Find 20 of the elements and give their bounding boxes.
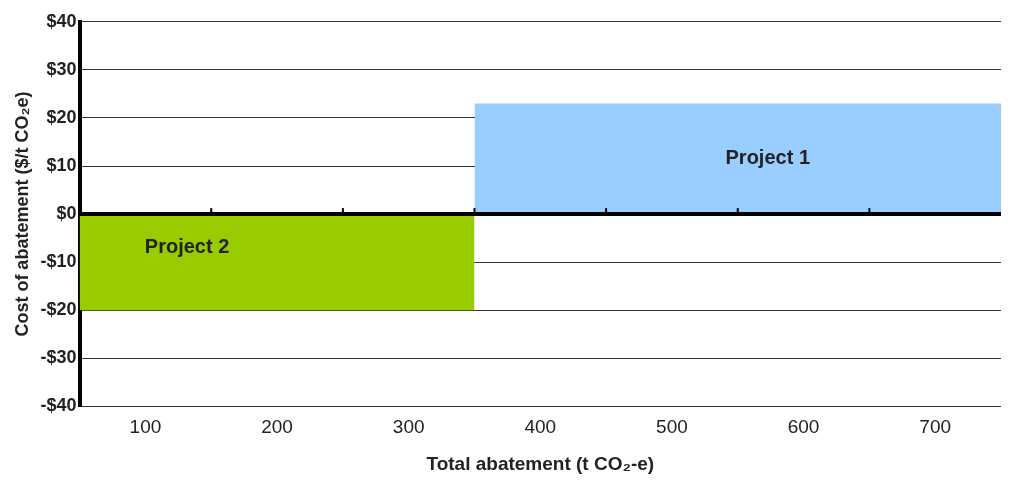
y-tick-label: -$20 xyxy=(40,299,77,320)
x-tick-label: 500 xyxy=(656,416,688,438)
x-tick-label: 400 xyxy=(524,416,557,438)
series-label: Project 2 xyxy=(144,234,230,257)
y-tick-label: $0 xyxy=(56,203,77,224)
x-tick-label: 300 xyxy=(392,416,425,438)
x-tick-label: 700 xyxy=(919,416,952,438)
y-tick-label: -$40 xyxy=(40,395,77,416)
y-tick-label: -$10 xyxy=(40,251,77,272)
y-axis-title: Cost of abatement ($/t CO₂e) xyxy=(11,91,32,337)
x-tick-label: 200 xyxy=(261,416,293,438)
y-tick-label: $40 xyxy=(46,10,77,31)
y-tick-label: $20 xyxy=(46,106,77,127)
y-tick-label: $10 xyxy=(46,154,77,175)
x-axis-title: Total abatement (t CO₂-e) xyxy=(426,452,655,474)
y-tick-label: $30 xyxy=(46,58,77,79)
x-tick-label: 100 xyxy=(129,416,162,438)
x-tick-label: 600 xyxy=(787,416,820,438)
series-label: Project 1 xyxy=(725,146,810,169)
y-tick-label: -$30 xyxy=(40,347,77,368)
